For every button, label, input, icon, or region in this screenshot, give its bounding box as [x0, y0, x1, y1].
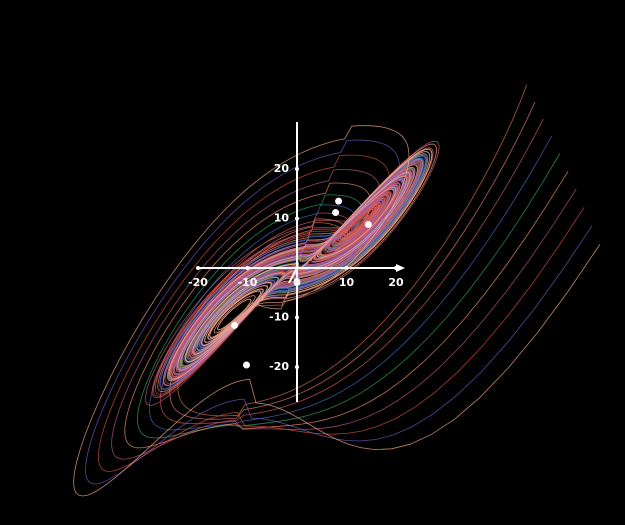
trajectory: [73, 125, 601, 497]
x-tick: [196, 266, 200, 270]
z-axis: [288, 267, 298, 284]
y-tick: [295, 315, 299, 320]
point: [243, 361, 251, 369]
x-axis-arrow: [396, 264, 405, 272]
y-tick: [295, 167, 299, 171]
y-tick-label: -10: [269, 311, 289, 324]
x-tick-label: -20: [188, 276, 208, 289]
x-tick-label: -10: [238, 276, 258, 289]
y-tick-label: -20: [269, 360, 289, 373]
y-tick-label: 10: [274, 212, 290, 225]
x-tick-label: 20: [388, 276, 404, 289]
x-tick: [245, 266, 250, 270]
x-tick: [344, 266, 349, 270]
point: [231, 321, 239, 329]
point: [332, 209, 340, 217]
y-tick: [295, 216, 299, 221]
trajectory: [85, 139, 593, 485]
x-tick: [295, 266, 299, 270]
trajectory: [137, 153, 561, 439]
point: [364, 220, 372, 228]
y-tick-label: 20: [274, 162, 290, 175]
y-tick: [295, 365, 299, 369]
x-tick-label: 0: [293, 276, 301, 289]
point: [335, 197, 343, 205]
x-tick: [394, 266, 398, 270]
trajectories: [73, 85, 601, 497]
x-tick-label: 10: [339, 276, 355, 289]
